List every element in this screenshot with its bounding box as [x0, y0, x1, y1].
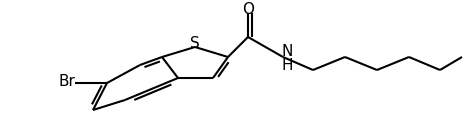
Text: S: S	[190, 36, 200, 52]
Text: N: N	[281, 45, 292, 59]
Text: O: O	[242, 2, 254, 18]
Text: H: H	[281, 58, 293, 72]
Text: Br: Br	[58, 75, 75, 89]
